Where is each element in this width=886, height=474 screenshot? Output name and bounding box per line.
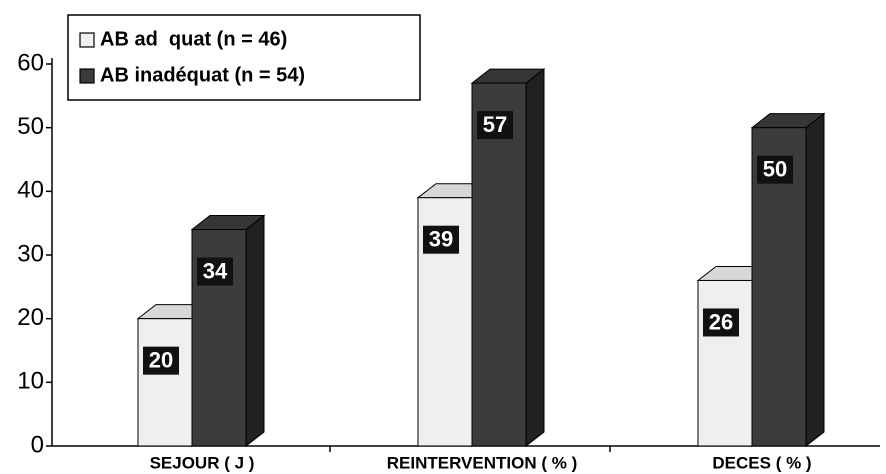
legend-swatch: [79, 32, 95, 48]
data-label: 20: [149, 347, 173, 372]
data-label: 50: [763, 156, 787, 181]
bar-side: [805, 112, 825, 448]
y-tick-label: 50: [17, 113, 44, 140]
y-tick-label: 60: [17, 49, 44, 76]
legend-swatch: [79, 68, 95, 84]
y-tick-label: 30: [17, 240, 44, 267]
bar: 34: [190, 214, 266, 448]
bar-front: [471, 82, 527, 447]
data-label: 39: [429, 227, 453, 252]
y-tick-label: 0: [31, 431, 44, 458]
y-tick-label: 20: [17, 304, 44, 331]
x-tick-label: DECES ( % ): [712, 453, 811, 472]
bar-side: [245, 214, 265, 448]
data-label-bg: [143, 346, 179, 375]
y-tick-label: 10: [17, 368, 44, 395]
bar: 57: [470, 68, 546, 448]
data-label-bg: [197, 257, 233, 286]
bar-side: [525, 68, 545, 448]
data-label: 57: [483, 112, 507, 137]
data-label-bg: [477, 111, 513, 140]
data-label-bg: [703, 308, 739, 337]
data-label-bg: [757, 155, 793, 184]
legend-label: AB ad quat (n = 46): [100, 28, 287, 50]
data-label: 34: [203, 258, 228, 283]
x-tick-label: SEJOUR ( J ): [150, 453, 255, 472]
y-tick-label: 40: [17, 177, 44, 204]
bar-front: [137, 318, 193, 447]
data-label: 26: [709, 309, 733, 334]
legend-label: AB inadéquat (n = 54): [100, 64, 305, 86]
bar-front: [697, 279, 753, 447]
x-tick-label: REINTERVENTION ( % ): [387, 453, 577, 472]
legend-box: [67, 14, 421, 101]
data-label-bg: [423, 225, 459, 254]
bar: 50: [750, 112, 826, 448]
